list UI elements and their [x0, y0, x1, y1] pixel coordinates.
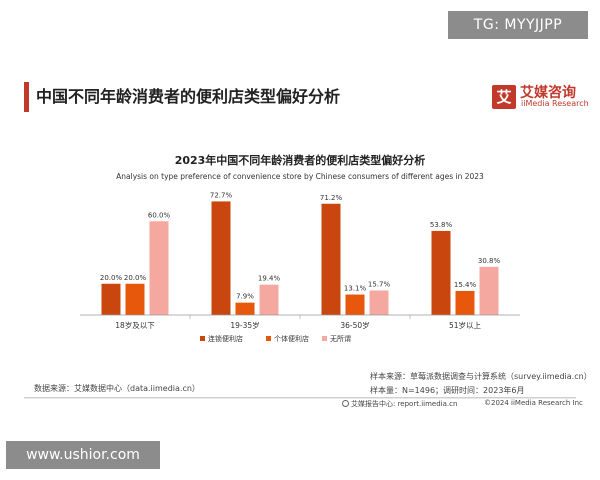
data-label-3-0: 53.8%: [430, 221, 453, 229]
bar-3-1: [455, 290, 475, 315]
footer-divider-shadow: [24, 398, 576, 399]
footer-report-text: 艾媒报告中心: report.iimedia.cn: [351, 400, 458, 408]
bar-2-2: [369, 290, 389, 315]
logo-mark-icon: 艾: [492, 85, 516, 109]
data-label-0-0: 20.0%: [100, 274, 123, 282]
bar-0-2: [149, 221, 169, 315]
chart-subtitle: Analysis on type preference of convenien…: [116, 172, 484, 181]
watermark-bottom: www.ushior.com: [6, 441, 160, 469]
footer-copyright: ©2024 iiMedia Research Inc: [484, 399, 583, 407]
watermark-top: TG: MYYJJPP: [448, 11, 588, 39]
footer-report: 艾媒报告中心: report.iimedia.cn: [342, 399, 457, 409]
data-label-3-1: 15.4%: [454, 281, 477, 289]
bar-1-1: [235, 302, 255, 315]
bar-0-0: [101, 283, 121, 315]
footer-source: 数据来源：艾媒数据中心（data.iimedia.cn）: [34, 384, 200, 393]
bar-3-0: [431, 230, 451, 315]
report-icon: [342, 400, 349, 407]
data-label-1-1: 7.9%: [236, 293, 254, 301]
bar-2-1: [345, 294, 365, 315]
bar-2-0: [321, 203, 341, 315]
data-label-0-1: 20.0%: [124, 274, 147, 282]
bar-1-0: [211, 201, 231, 315]
data-label-2-0: 71.2%: [320, 194, 343, 202]
bar-1-2: [259, 284, 279, 315]
data-label-2-2: 15.7%: [368, 280, 391, 288]
title-accent-bar: [24, 82, 29, 112]
bar-3-2: [479, 266, 499, 315]
x-tick-label-3: 51岁以上: [449, 320, 482, 330]
footer-divider: [24, 397, 576, 398]
legend-label-2: 无所谓: [330, 334, 351, 343]
bar-0-1: [125, 283, 145, 315]
legend-swatch-1: [266, 336, 271, 341]
page-title: 中国不同年龄消费者的便利店类型偏好分析: [36, 87, 341, 106]
data-label-1-2: 19.4%: [258, 275, 281, 283]
data-label-2-1: 13.1%: [344, 285, 367, 293]
logo-en-text: iiMedia Research: [521, 99, 589, 108]
legend-label-0: 连锁便利店: [208, 334, 243, 343]
x-tick-label-1: 19-35岁: [230, 320, 259, 330]
chart-title: 2023年中国不同年龄消费者的便利店类型偏好分析: [174, 154, 426, 167]
footer-sample-info: 样本量：N=1496；调研时间：2023年6月: [370, 386, 525, 395]
x-tick-label-0: 18岁及以下: [115, 320, 155, 330]
footer-sample-source: 样本来源：草莓派数据调查与计算系统（survey.iimedia.cn）: [370, 372, 592, 381]
legend-label-1: 个体便利店: [274, 334, 309, 343]
legend-swatch-2: [322, 336, 327, 341]
data-label-1-0: 72.7%: [210, 191, 233, 199]
data-label-3-2: 30.8%: [478, 257, 501, 265]
logo-cn-text: 艾媒咨询: [520, 85, 576, 101]
x-tick-label-2: 36-50岁: [340, 320, 369, 330]
data-label-0-2: 60.0%: [148, 211, 171, 219]
legend-swatch-0: [200, 336, 205, 341]
